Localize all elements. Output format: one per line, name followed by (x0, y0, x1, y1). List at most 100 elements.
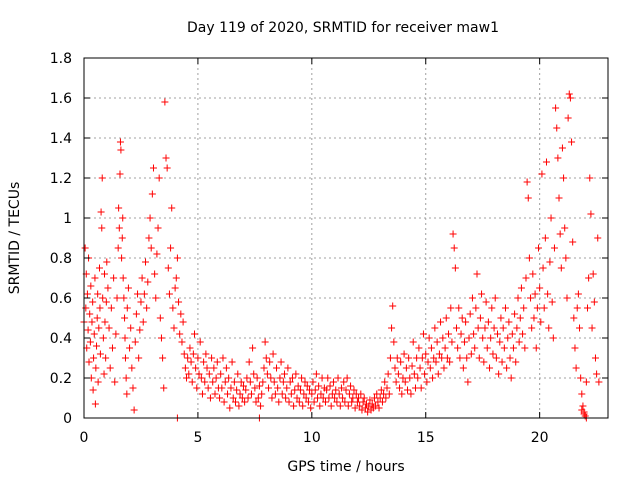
data-point (404, 386, 412, 394)
data-point (595, 378, 603, 386)
data-point (427, 344, 435, 352)
data-point (206, 394, 214, 402)
data-point (255, 382, 263, 390)
chart-title: Day 119 of 2020, SRMTID for receiver maw… (187, 20, 499, 36)
data-point (536, 284, 544, 292)
data-point (482, 298, 490, 306)
data-point (266, 358, 274, 366)
data-point (180, 350, 188, 358)
data-point (458, 314, 466, 322)
data-point (120, 294, 128, 302)
data-point (431, 324, 439, 332)
data-point (202, 350, 210, 358)
y-tick-label: 1.8 (50, 51, 72, 67)
data-point (425, 334, 433, 342)
data-point (443, 354, 451, 362)
data-point (283, 384, 291, 392)
data-point (149, 164, 157, 172)
data-point (85, 358, 93, 366)
data-point (146, 214, 154, 222)
data-point (506, 354, 514, 362)
data-point (179, 318, 187, 326)
data-point (239, 382, 247, 390)
data-point (132, 310, 140, 318)
data-point (98, 224, 106, 232)
data-point (421, 370, 429, 378)
data-point (227, 384, 235, 392)
data-point (564, 114, 572, 122)
data-point (95, 264, 103, 272)
data-point (396, 384, 404, 392)
x-axis-label: GPS time / hours (287, 459, 404, 475)
data-point (282, 394, 290, 402)
data-point (514, 294, 522, 302)
data-point (228, 358, 236, 366)
data-point (211, 390, 219, 398)
data-point (334, 374, 342, 382)
data-point (419, 330, 427, 338)
data-point (276, 374, 284, 382)
data-point (210, 364, 218, 372)
data-point (98, 174, 106, 182)
data-point (481, 324, 489, 332)
data-point (531, 290, 539, 298)
data-point (511, 310, 519, 318)
data-point (233, 386, 241, 394)
data-point (577, 374, 585, 382)
data-point (186, 344, 194, 352)
data-point (192, 364, 200, 372)
data-point (288, 374, 296, 382)
data-point (583, 304, 591, 312)
data-point (147, 244, 155, 252)
data-point (375, 404, 383, 412)
data-point (409, 338, 417, 346)
data-point (164, 264, 172, 272)
data-point (115, 224, 123, 232)
data-point (91, 274, 99, 282)
data-point (589, 270, 597, 278)
data-point (456, 354, 464, 362)
data-point (357, 390, 365, 398)
data-point (512, 358, 520, 366)
data-point (244, 394, 252, 402)
data-point (213, 358, 221, 366)
data-point (432, 358, 440, 366)
data-point (571, 344, 579, 352)
data-point (549, 334, 557, 342)
y-axis-label: SRMTID / TECUs (7, 182, 23, 295)
data-point (539, 264, 547, 272)
data-point (87, 282, 95, 290)
data-point (565, 90, 573, 98)
data-point (220, 398, 228, 406)
data-point (154, 224, 162, 232)
data-point (83, 290, 91, 298)
data-point (434, 370, 442, 378)
data-point (327, 402, 335, 410)
data-point (138, 274, 146, 282)
data-point (300, 390, 308, 398)
data-point (400, 350, 408, 358)
data-point (84, 326, 92, 334)
data-point (143, 304, 151, 312)
data-point (237, 378, 245, 386)
data-point (550, 244, 558, 252)
plot-frame (83, 57, 609, 419)
data-point (107, 304, 115, 312)
data-point (212, 374, 220, 382)
data-point (118, 234, 126, 242)
y-tick-label: 0.2 (50, 371, 72, 387)
data-point (260, 364, 268, 372)
data-point (204, 384, 212, 392)
data-point (136, 326, 144, 334)
data-point (422, 350, 430, 358)
data-point (119, 214, 127, 222)
data-point (230, 378, 238, 386)
data-point (311, 386, 319, 394)
data-point (161, 98, 169, 106)
data-point (123, 390, 131, 398)
data-point (135, 354, 143, 362)
data-point (167, 244, 175, 252)
data-point (178, 338, 186, 346)
data-point (341, 398, 349, 406)
data-point (410, 370, 418, 378)
